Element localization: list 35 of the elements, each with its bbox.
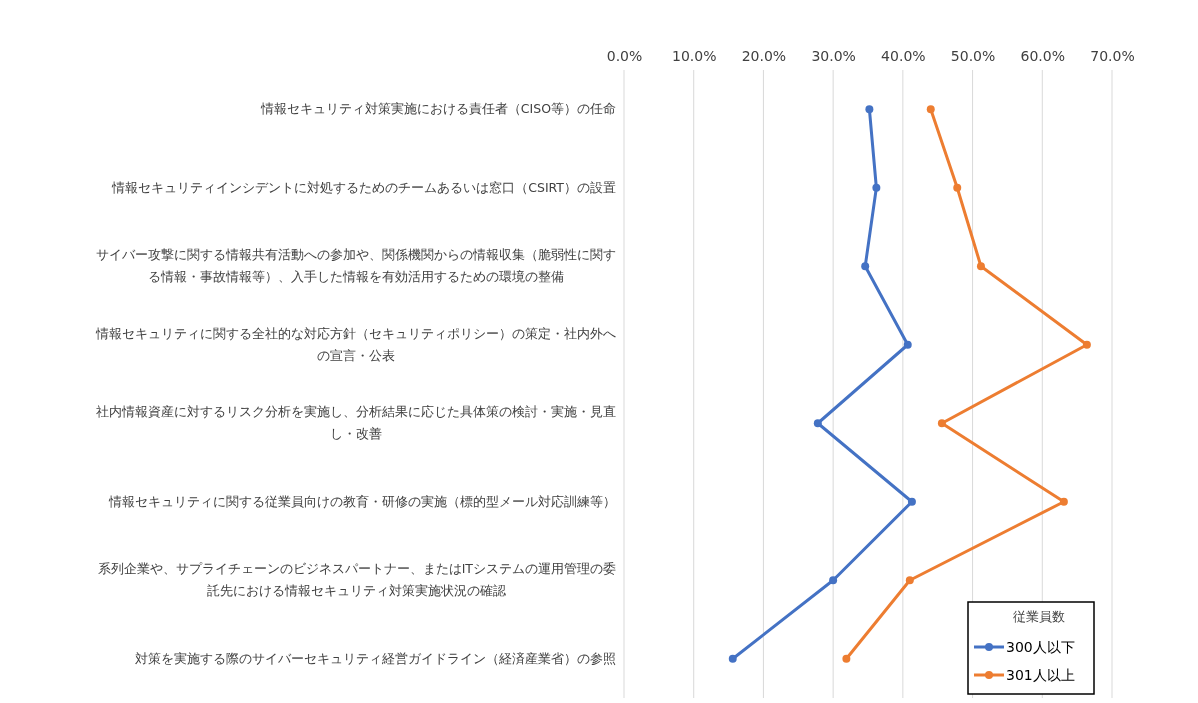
point <box>1082 340 1091 349</box>
y-tick-label: 情報セキュリティに関する全社的な対応方針（セキュリティポリシー）の策定・社内外への宣言・公表 <box>95 325 616 363</box>
point <box>842 654 851 663</box>
point <box>937 419 946 428</box>
point <box>903 340 912 349</box>
x-tick-label: 30.0% <box>811 48 856 64</box>
x-tick-label: 20.0% <box>741 48 787 64</box>
point <box>861 262 870 271</box>
y-tick-label: 情報セキュリティ対策実施における責任者（CISO等）の任命 <box>259 101 616 117</box>
point <box>953 183 962 192</box>
x-tick-label: 0.0% <box>606 48 643 64</box>
point <box>728 654 737 663</box>
point <box>926 105 935 114</box>
y-tick-label: 対策を実施する際のサイバーセキュリティ経営ガイドライン（経済産業省）の参照 <box>135 650 616 666</box>
legend-label: 301人以上 <box>1006 667 1075 683</box>
y-tick-label: 社内情報資産に対するリスク分析を実施し、分析結果に応じた具体策の検討・実施・見直し・改善 <box>96 404 616 442</box>
x-tick-label: 40.0% <box>881 48 926 64</box>
point <box>976 262 985 271</box>
point <box>907 497 916 506</box>
x-tick-label: 50.0% <box>950 48 996 64</box>
point <box>813 419 822 428</box>
x-tick-label: 70.0% <box>1090 48 1135 64</box>
y-tick-label: 情報セキュリティインシデントに対処するためのチームあるいは窓口（CSIRT）の設置 <box>111 179 616 195</box>
point <box>829 576 838 585</box>
point <box>865 105 874 114</box>
x-tick-label: 60.0% <box>1020 48 1066 64</box>
point <box>872 183 881 192</box>
point <box>905 576 914 585</box>
legend-title: 従業員数 <box>1013 609 1065 624</box>
legend-label: 300人以下 <box>1006 639 1075 655</box>
y-tick-label: 系列企業や、サプライチェーンのビジネスパートナー、またはITシステムの運用管理の委託先における情報セキュリティ対策実施状況の確認 <box>97 561 616 599</box>
x-tick-label: 10.0% <box>671 48 717 64</box>
y-tick-label: 情報セキュリティに関する従業員向けの教育・研修の実施（標的型メール対応訓練等） <box>108 493 616 509</box>
point <box>1059 497 1068 506</box>
y-tick-label: サイバー攻撃に関する情報共有活動への参加や、関係機関からの情報収集（脆弱性に関する情報・事故情報等）、入手した情報を有効活用するための環境の整備 <box>96 247 616 285</box>
